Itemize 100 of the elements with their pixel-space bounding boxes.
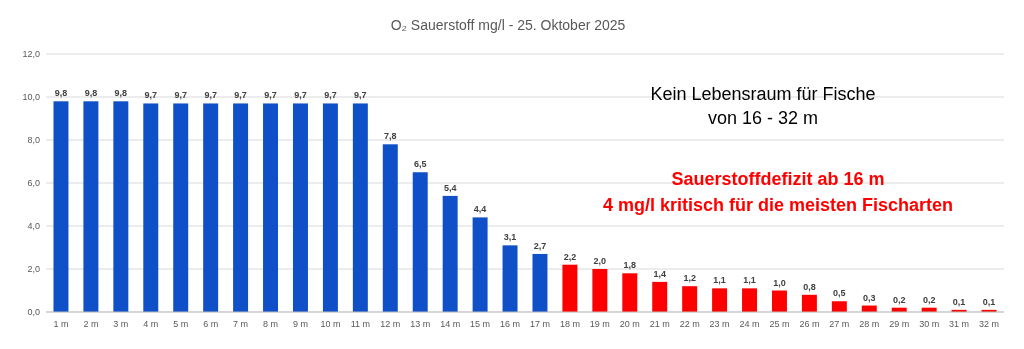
data-label: 9,8 — [54, 88, 68, 99]
x-tick-label: 4 m — [143, 319, 159, 329]
annotation: Sauerstoffdefizit ab 16 m — [671, 169, 885, 189]
data-label: 9,7 — [264, 90, 277, 101]
data-label: 0,1 — [982, 296, 996, 307]
data-label: 1,0 — [773, 277, 786, 288]
y-tick-label: 0,0 — [27, 307, 40, 317]
bar — [113, 101, 129, 312]
x-tick-label: 15 m — [470, 319, 491, 329]
bar — [502, 245, 518, 312]
bar — [652, 281, 668, 312]
x-tick-label: 25 m — [769, 319, 790, 329]
bar — [442, 195, 458, 312]
bar — [682, 286, 698, 312]
annotation: Kein Lebensraum für Fische — [650, 84, 876, 104]
bar — [233, 103, 249, 312]
data-label: 3,1 — [503, 232, 517, 243]
x-tick-label: 28 m — [859, 319, 880, 329]
bar — [292, 103, 308, 312]
y-tick-label: 4,0 — [27, 221, 40, 231]
bar — [352, 103, 368, 312]
data-label: 2,7 — [533, 240, 547, 251]
data-label: 1,4 — [653, 268, 666, 279]
x-tick-label: 3 m — [113, 319, 129, 329]
x-tick-label: 12 m — [380, 319, 401, 329]
data-label: 9,7 — [354, 90, 367, 101]
data-label: 1,1 — [743, 275, 756, 286]
bar — [143, 103, 159, 312]
bar — [53, 101, 69, 312]
chart-title: O₂ Sauerstoff mg/l - 25. Oktober 2025 — [390, 17, 626, 33]
x-tick-label: 31 m — [949, 319, 970, 329]
x-tick-label: 16 m — [500, 319, 521, 329]
data-label: 9,7 — [144, 90, 158, 101]
data-label: 0,1 — [952, 296, 966, 307]
x-tick-label: 10 m — [320, 319, 341, 329]
data-label: 9,8 — [84, 88, 98, 99]
bar — [412, 172, 428, 312]
y-tick-label: 10,0 — [22, 92, 40, 102]
bar — [532, 253, 548, 312]
data-label: 1,1 — [713, 275, 726, 286]
bar — [742, 288, 758, 312]
x-tick-label: 14 m — [440, 319, 461, 329]
bar — [203, 103, 219, 312]
y-tick-label: 8,0 — [27, 135, 40, 145]
data-label: 4,4 — [473, 204, 487, 215]
x-tick-label: 2 m — [83, 319, 99, 329]
x-tick-label: 21 m — [649, 319, 670, 329]
bar — [472, 217, 488, 312]
data-label: 2,2 — [563, 251, 577, 262]
bar — [263, 103, 279, 312]
x-tick-label: 8 m — [263, 319, 279, 329]
x-tick-label: 29 m — [889, 319, 910, 329]
data-label: 7,8 — [384, 131, 397, 142]
x-tick-label: 11 m — [350, 319, 371, 329]
x-tick-label: 26 m — [799, 319, 820, 329]
x-tick-label: 6 m — [203, 319, 219, 329]
annotation: von 16 - 32 m — [707, 108, 819, 128]
bar — [562, 264, 578, 312]
x-tick-label: 24 m — [739, 319, 760, 329]
bar — [712, 288, 728, 312]
x-tick-label: 7 m — [233, 319, 249, 329]
data-label: 1,2 — [683, 273, 696, 284]
data-label: 9,7 — [204, 90, 217, 101]
x-tick-label: 30 m — [919, 319, 940, 329]
data-label: 9,7 — [324, 90, 337, 101]
data-label: 0,8 — [803, 281, 816, 292]
bar — [771, 290, 787, 312]
data-label: 6,5 — [413, 159, 427, 170]
x-tick-label: 17 m — [529, 319, 550, 329]
data-label: 1,8 — [623, 260, 637, 271]
data-label: 9,7 — [234, 90, 247, 101]
x-tick-label: 23 m — [709, 319, 730, 329]
x-tick-label: 9 m — [292, 319, 308, 329]
x-tick-label: 5 m — [173, 319, 189, 329]
x-tick-label: 1 m — [53, 319, 69, 329]
bar — [173, 103, 189, 312]
bar — [801, 294, 817, 312]
x-tick-label: 13 m — [410, 319, 431, 329]
bar — [83, 101, 99, 312]
data-label: 0,2 — [892, 294, 906, 305]
bar — [382, 144, 398, 312]
y-tick-label: 12,0 — [22, 49, 40, 59]
x-tick-label: 20 m — [619, 319, 640, 329]
x-tick-label: 27 m — [829, 319, 850, 329]
x-tick-label: 32 m — [979, 319, 1000, 329]
bar — [322, 103, 338, 312]
data-label: 2,0 — [593, 256, 607, 266]
y-tick-label: 6,0 — [27, 178, 40, 188]
data-label: 9,7 — [174, 90, 187, 101]
data-label: 0,3 — [863, 292, 876, 303]
x-tick-label: 18 m — [559, 319, 580, 329]
bar — [831, 301, 847, 312]
data-label: 5,4 — [443, 182, 457, 193]
annotation: 4 mg/l kritisch für die meisten Fischarten — [602, 195, 954, 215]
x-tick-label: 22 m — [679, 319, 700, 329]
data-label: 9,7 — [294, 90, 307, 101]
bar — [622, 273, 638, 312]
data-label: 0,5 — [833, 288, 846, 299]
x-tick-label: 19 m — [589, 319, 610, 329]
y-tick-label: 2,0 — [27, 264, 40, 274]
